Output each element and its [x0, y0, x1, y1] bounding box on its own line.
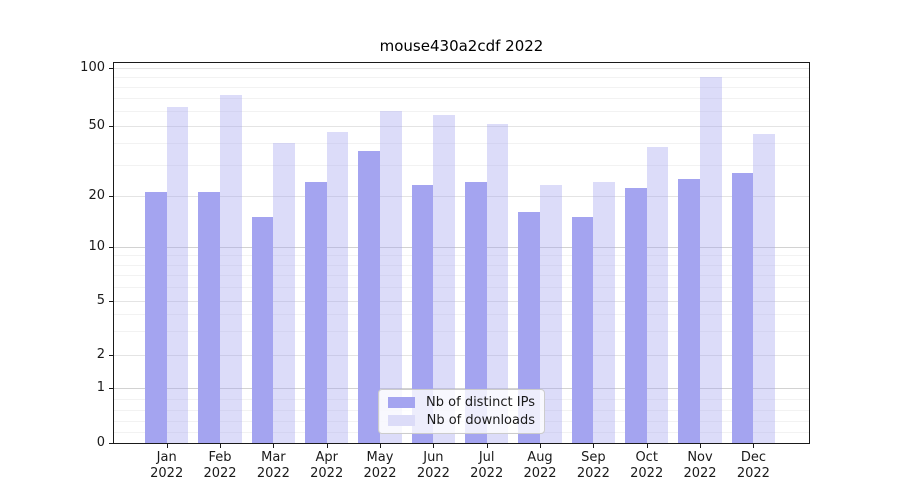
y-tick-label: 2: [96, 347, 105, 362]
bar-downloads: [166, 106, 189, 443]
legend-entry-distinct-ips: Nb of distinct IPs: [388, 395, 535, 410]
x-tick-mark: [220, 444, 221, 448]
bar-downloads: [326, 132, 349, 443]
y-tick-label: 100: [80, 60, 105, 75]
y-tick-mark: [109, 195, 113, 197]
x-tick-mark: [753, 444, 755, 448]
y-tick-label: 10: [88, 239, 105, 255]
y-tick-mark: [109, 443, 113, 444]
bar-downloads: [753, 133, 775, 443]
x-tick-label: May 2022: [363, 450, 397, 481]
y-gridline: [114, 388, 809, 390]
x-tick-label: Feb 2022: [203, 450, 237, 481]
bar-distinct-ips: [411, 185, 434, 443]
x-tick-mark: [433, 444, 435, 448]
legend-swatch-distinct-ips: [388, 397, 415, 408]
bar-distinct-ips: [678, 178, 700, 443]
bar-downloads: [486, 124, 509, 443]
x-tick-mark: [540, 444, 541, 448]
bar-distinct-ips: [305, 181, 327, 443]
x-tick-mark: [380, 444, 381, 448]
legend: Nb of distinct IPs Nb of downloads: [378, 389, 545, 434]
x-tick-mark: [486, 444, 488, 448]
y-tick-mark: [109, 125, 113, 127]
y-tick-mark: [109, 355, 113, 356]
y-tick-mark: [109, 68, 113, 69]
y-gridline: [114, 195, 809, 197]
y-tick-label: 5: [96, 292, 105, 308]
y-gridline-minor: [114, 110, 809, 112]
y-tick-label: 0: [96, 435, 105, 450]
y-gridline: [114, 68, 809, 69]
bar-downloads: [380, 110, 402, 443]
x-tick-label: Mar 2022: [256, 450, 290, 481]
x-tick-label: Aug 2022: [523, 450, 557, 481]
y-gridline: [114, 300, 809, 302]
x-tick-label: Jan 2022: [150, 450, 184, 481]
x-tick-label: Sep 2022: [576, 450, 610, 481]
x-tick-label: Oct 2022: [630, 450, 664, 481]
bar-downloads: [646, 146, 669, 443]
x-tick-label: Apr 2022: [310, 450, 344, 481]
y-tick-mark: [109, 247, 113, 249]
y-gridline-minor: [114, 274, 809, 276]
bar-distinct-ips: [145, 192, 167, 443]
bar-downloads: [273, 142, 295, 443]
x-tick-mark: [700, 444, 701, 448]
bar-downloads: [220, 95, 242, 443]
legend-swatch-downloads: [388, 415, 415, 426]
y-tick-mark: [109, 300, 113, 302]
x-tick-mark: [326, 444, 328, 448]
y-gridline-minor: [114, 97, 809, 99]
x-tick-label: Nov 2022: [683, 450, 717, 481]
x-tick-mark: [166, 444, 168, 448]
bar-distinct-ips: [465, 181, 487, 443]
bar-distinct-ips: [625, 188, 647, 443]
legend-label-distinct-ips: Nb of distinct IPs: [426, 395, 535, 410]
y-gridline-minor: [114, 86, 809, 88]
bar-downloads: [700, 76, 722, 443]
y-tick-mark: [109, 388, 113, 390]
bar-distinct-ips: [571, 217, 594, 443]
bar-distinct-ips: [251, 217, 274, 443]
x-tick-mark: [593, 444, 595, 448]
y-gridline-minor: [114, 142, 809, 144]
bar-distinct-ips: [358, 150, 380, 443]
y-gridline-minor: [114, 313, 809, 315]
y-gridline: [114, 247, 809, 249]
chart-title: mouse430a2cdf 2022: [379, 37, 544, 55]
bar-downloads: [540, 185, 562, 443]
x-tick-label: Jun 2022: [416, 450, 450, 481]
x-tick-mark: [646, 444, 648, 448]
x-tick-mark: [273, 444, 275, 448]
bar-distinct-ips: [731, 172, 754, 443]
legend-entry-downloads: Nb of downloads: [388, 413, 535, 428]
y-tick-label: 20: [88, 187, 105, 203]
bar-downloads: [593, 181, 615, 443]
y-gridline-minor: [114, 76, 809, 78]
bar-distinct-ips: [518, 212, 540, 443]
y-gridline: [114, 125, 809, 127]
x-tick-label: Jul 2022: [470, 450, 504, 481]
legend-label-downloads: Nb of downloads: [426, 413, 535, 428]
y-tick-label: 1: [96, 380, 105, 396]
bar-distinct-ips: [198, 192, 220, 443]
y-gridline-minor: [114, 331, 809, 332]
y-gridline-minor: [114, 286, 809, 288]
x-tick-label: Dec 2022: [736, 450, 770, 481]
y-tick-label: 50: [88, 117, 105, 133]
y-gridline-minor: [114, 255, 809, 257]
bar-downloads: [433, 114, 455, 443]
y-gridline-minor: [114, 164, 809, 166]
y-gridline-minor: [114, 264, 809, 266]
y-gridline: [114, 355, 809, 356]
